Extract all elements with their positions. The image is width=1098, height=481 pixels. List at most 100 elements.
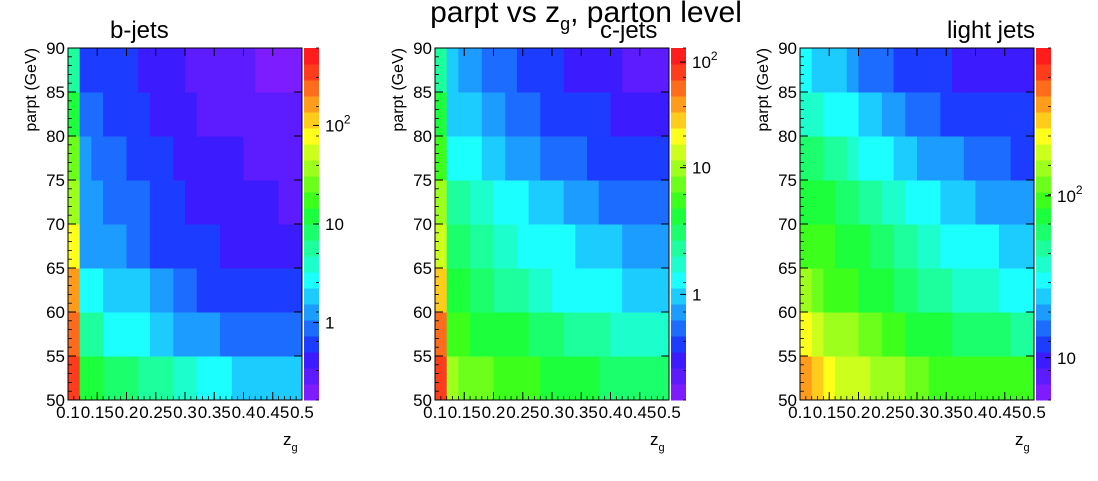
colorbar-segment [304,144,319,161]
heatmap-cell [528,268,541,313]
heatmap-cell [196,224,209,269]
heatmap-cell [505,224,518,269]
heatmap-cell [196,136,209,181]
heatmap-cell [161,136,174,181]
heatmap-cell [645,92,658,137]
heatmap-cell [1010,92,1023,137]
heatmap-cell [811,312,824,357]
heatmap-cell [905,48,918,93]
heatmap-cell [633,180,647,225]
colorbar-segment [671,240,686,257]
heatmap-cell [243,48,256,93]
y-tick-label: 50 [46,391,65,410]
heatmap-cell [893,48,906,93]
heatmap-cell [255,224,268,269]
colorbar-segment [304,304,319,321]
heatmap-cell [255,48,268,93]
heatmap-cell [1022,92,1035,137]
heatmap-cell [835,180,848,225]
x-tick-label: 0.35 [565,403,598,422]
heatmap-cell [458,268,471,313]
heatmap-cell [493,312,506,357]
heatmap-cell [91,48,104,93]
heatmap-cell [220,180,233,225]
heatmap-cell [881,224,895,269]
heatmap-cell [598,92,611,137]
heatmap-cell [552,180,565,225]
y-tick-label: 50 [413,391,432,410]
heatmap-cell [79,224,92,269]
heatmap-cell [114,356,127,401]
heatmap-cell [952,356,965,401]
heatmap-cell [622,224,635,269]
y-tick-label: 85 [778,83,797,102]
heatmap-cell [79,136,92,181]
heatmap-cell [575,92,588,137]
heatmap-cell [940,224,953,269]
y-tick-label: 75 [778,171,797,190]
heatmap-cell [103,136,116,181]
heatmap-cell [516,356,530,401]
heatmap-cell [587,92,600,137]
heatmap-cell [622,92,635,137]
heatmap-cell [858,48,871,93]
heatmap-cell [598,48,611,93]
heatmap-cell [800,224,813,269]
heatmap-cell [987,180,1000,225]
heatmap-cell [278,136,291,181]
heatmap-cell [114,92,127,137]
heatmap-cell [255,268,268,313]
heatmap-cell [1022,48,1035,93]
heatmap-cell [657,312,670,357]
heatmap-cell [563,48,576,93]
heatmap-cell [905,180,918,225]
colorbar-segment [671,128,686,145]
heatmap-cell [575,268,588,313]
heatmap-cell [493,268,506,313]
colorbar-segment [671,368,686,385]
panel-1: 0.1 0.15 0.2 0.25 0.3 0.35 0.4 0.45 0.5 50 55 60 65 7… [390,17,718,454]
heatmap-cell [917,356,930,401]
heatmap-cell [79,312,92,357]
heatmap-cell [220,136,233,181]
heatmap-cell [255,180,268,225]
x-tick-label: 0.2 [847,403,871,422]
x-tick-label: 0.15 [81,403,114,422]
colorbar-segment [671,336,686,353]
heatmap-cell [800,92,813,137]
colorbar-segment [671,288,686,305]
heatmap-cell [243,136,256,181]
y-tick-label: 70 [46,215,65,234]
heatmap-cell [528,356,541,401]
heatmap-cell [493,92,506,137]
colorbar-segment [304,96,319,113]
heatmap-cell [126,312,139,357]
x-tick-label: 0.4 [599,403,623,422]
colorbar-tick-base: 10 [692,53,711,72]
heatmap-cell [103,180,116,225]
heatmap-cell [505,312,518,357]
heatmap-cell [846,356,859,401]
heatmap-cell [870,356,883,401]
heatmap-cell [173,48,186,93]
heatmap-cell [998,312,1012,357]
colorbar-segment [1036,384,1051,401]
heatmap-cell [255,312,268,357]
heatmap-cell [243,356,256,401]
heatmap-cell [610,48,623,93]
heatmap-cell [552,268,565,313]
heatmap-cell [231,268,244,313]
heatmap-cell [657,224,670,269]
y-tick-label: 65 [46,259,65,278]
heatmap-cell [952,92,965,137]
heatmap-cell [928,312,941,357]
heatmap-cell [290,48,303,93]
heatmap-cell [493,224,506,269]
heatmap-cell [563,136,576,181]
heatmap-cell [458,136,471,181]
heatmap-cell [68,312,81,357]
heatmap-cell [835,312,848,357]
heatmap-cell [610,136,623,181]
heatmap-cell [231,224,244,269]
colorbar-segment [1036,320,1051,337]
